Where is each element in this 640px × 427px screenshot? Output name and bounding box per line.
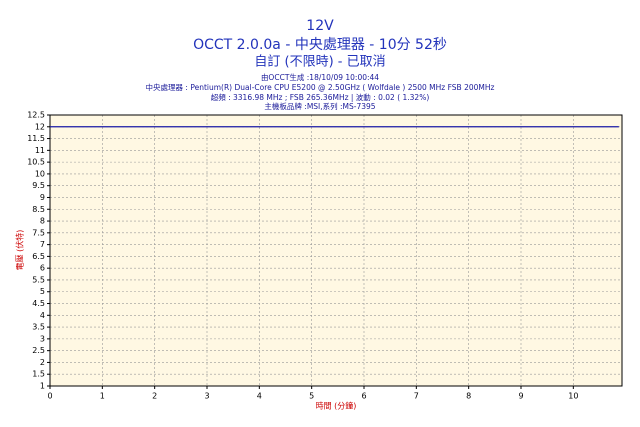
- x-tick-label: 3: [204, 392, 209, 401]
- y-tick-label: 8: [40, 217, 45, 226]
- plot-area: [50, 115, 622, 386]
- x-axis-label: 時間 (分鐘): [316, 401, 357, 411]
- info-line: 中央處理器 : Pentium(R) Dual-Core CPU E5200 @…: [146, 82, 495, 92]
- y-tick-label: 4.5: [32, 299, 45, 308]
- x-tick-label: 1: [100, 392, 105, 401]
- chart-subtitle: 自訂 (不限時) - 已取消: [254, 54, 385, 70]
- info-line: 超頻 : 3316.98 MHz ; FSB 265.36MHz | 波動 : …: [211, 92, 430, 102]
- y-tick-label: 5: [40, 287, 45, 296]
- y-tick-label: 2.5: [32, 346, 45, 355]
- y-tick-label: 10.5: [27, 158, 45, 167]
- x-tick-label: 4: [257, 392, 262, 401]
- x-tick-label: 9: [518, 392, 523, 401]
- x-tick-label: 8: [466, 392, 471, 401]
- y-tick-label: 4: [40, 311, 45, 320]
- info-line: 主機板品牌 :MSI,系列 :MS-7395: [264, 101, 375, 111]
- x-tick-label: 7: [414, 392, 419, 401]
- x-tick-label: 2: [152, 392, 157, 401]
- y-tick-label: 12: [35, 122, 45, 131]
- y-tick-label: 6: [40, 264, 45, 273]
- chart-subtitle: OCCT 2.0.0a - 中央處理器 - 10分 52秒: [193, 37, 447, 53]
- y-tick-label: 1: [40, 382, 45, 391]
- y-tick-label: 3.5: [32, 323, 45, 332]
- x-tick-label: 5: [309, 392, 314, 401]
- y-tick-label: 11.5: [27, 134, 45, 143]
- x-tick-label: 6: [361, 392, 366, 401]
- chart-title: 12V: [306, 18, 334, 34]
- y-tick-label: 6.5: [32, 252, 45, 261]
- y-tick-label: 7.5: [32, 228, 45, 237]
- y-tick-label: 3: [40, 334, 45, 343]
- y-tick-label: 8.5: [32, 205, 45, 214]
- x-tick-label: 0: [47, 392, 52, 401]
- plot-border: [49, 114, 623, 387]
- info-line: 由OCCT生成 :18/10/09 10:00:44: [261, 72, 379, 82]
- x-tick-label: 10: [568, 392, 578, 401]
- y-tick-label: 7: [40, 240, 45, 249]
- y-tick-label: 5.5: [32, 275, 45, 284]
- y-axis-label: 電壓 (伏特): [15, 230, 25, 271]
- y-tick-label: 12.5: [27, 111, 45, 120]
- y-tick-label: 9.5: [32, 181, 45, 190]
- y-tick-label: 9: [40, 193, 45, 202]
- y-tick-label: 10: [35, 169, 45, 178]
- y-tick-label: 2: [40, 358, 45, 367]
- y-tick-label: 1.5: [32, 370, 45, 379]
- y-tick-label: 11: [35, 146, 45, 155]
